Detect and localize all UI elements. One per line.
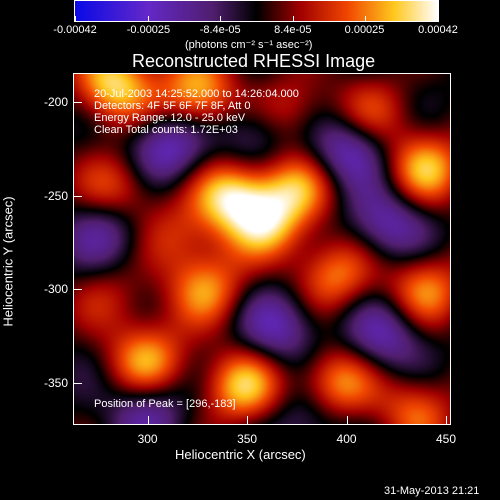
colorbar-tick-mark (438, 16, 439, 22)
plot-frame (73, 73, 451, 425)
colorbar-units: (photons cm⁻² s⁻¹ asec⁻²) (185, 39, 313, 51)
annotation-counts: Clean Total counts: 1.72E+03 (94, 124, 238, 136)
colorbar-tick-mark (75, 16, 76, 22)
colorbar-tick-mark (364, 16, 366, 22)
x-tick-mark (346, 416, 348, 424)
x-tick-mark (147, 416, 149, 424)
colorbar-tick-label: -0.00025 (126, 24, 171, 36)
colorbar (74, 0, 439, 22)
y-tick-label: -200 (43, 95, 68, 110)
colorbar-tick-label: 8.4e-05 (274, 24, 312, 36)
y-tick-label: -350 (43, 375, 68, 390)
x-tick-label: 300 (137, 432, 158, 446)
y-tick-mark (74, 289, 82, 291)
annotation-detectors: Detectors: 4F 5F 6F 7F 8F, Att 0 (94, 100, 251, 112)
annotation-energy: Energy Range: 12.0 - 25.0 keV (94, 112, 246, 124)
x-tick-label: 400 (336, 432, 357, 446)
heatmap-image (74, 74, 450, 424)
x-tick-label: 350 (237, 432, 258, 446)
y-tick-label: -300 (43, 282, 68, 297)
x-axis-label: Heliocentric X (arcsec) (175, 447, 306, 462)
y-tick-mark (74, 102, 82, 104)
annotation-time: 20-Jul-2003 14:25:52.000 to 14:26:04.000 (94, 88, 299, 100)
colorbar-tick-label: 0.00042 (418, 24, 458, 36)
y-tick-mark (74, 195, 82, 197)
chart-title: Reconstructed RHESSI Image (132, 51, 376, 71)
colorbar-tick-mark (292, 16, 294, 22)
colorbar-tick-label: -8.4e-05 (199, 24, 241, 36)
colorbar-tick-label: 0.00025 (344, 24, 385, 36)
colorbar-tick-mark (220, 16, 222, 22)
y-axis-label: Heliocentric Y (arcsec) (0, 196, 16, 327)
colorbar-tick-mark (148, 16, 150, 22)
peak-position-label: Position of Peak = [296,-183] (94, 398, 236, 410)
x-tick-mark (247, 416, 249, 424)
x-tick-label: 450 (436, 432, 457, 446)
timestamp: 31-May-2013 21:21 (384, 485, 480, 497)
y-tick-label: -250 (43, 188, 68, 203)
y-tick-mark (74, 382, 82, 384)
annotation-block: 20-Jul-2003 14:25:52.000 to 14:26:04.000… (94, 88, 299, 136)
colorbar-tick-label: -0.00042 (53, 24, 97, 36)
x-tick-mark (446, 416, 448, 424)
